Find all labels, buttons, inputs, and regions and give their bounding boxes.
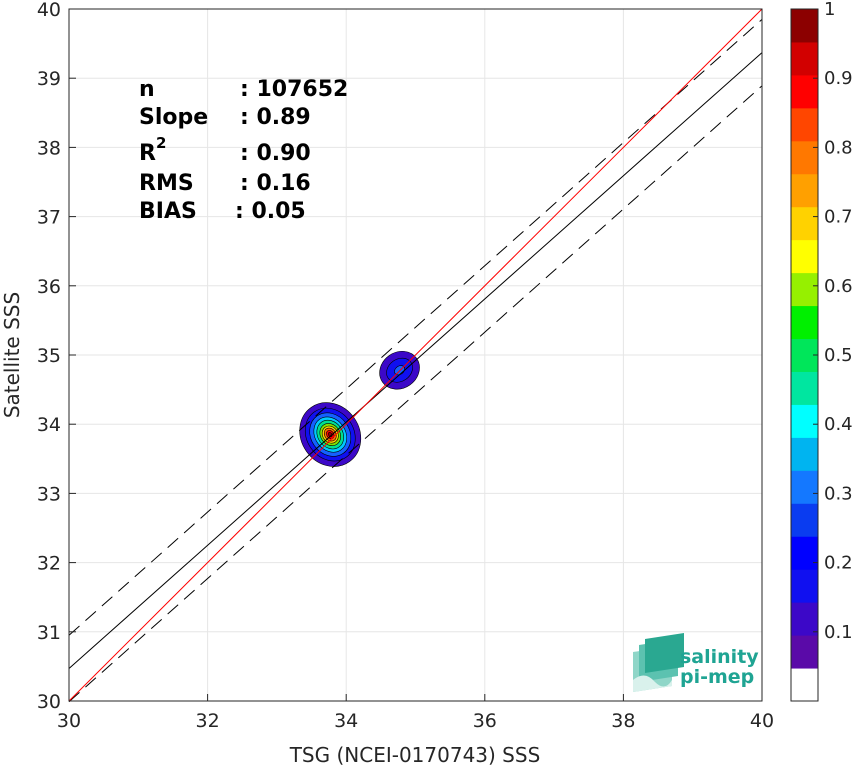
colorbar-tick-label: 0.1 xyxy=(824,622,853,643)
logo-waves-icon xyxy=(633,633,684,692)
stat-rms-value: : 0.16 xyxy=(240,171,311,196)
colorbar-segment xyxy=(791,437,818,471)
colorbar-tick-label: 0.3 xyxy=(824,483,853,504)
y-tick-label: 33 xyxy=(37,483,61,505)
colorbar-tick-label: 0.9 xyxy=(824,68,853,89)
colorbar-segment xyxy=(791,74,818,109)
colorbar-ticks: 0.1 0.2 0.3 0.4 0.5 0.6 0.7 0.8 0.9 1 xyxy=(813,0,853,643)
colorbar-tick-label: 1 xyxy=(824,0,835,20)
stat-slope-value: : 0.89 xyxy=(240,105,311,130)
colorbar-segment xyxy=(791,470,818,504)
colorbar-segment xyxy=(791,239,818,274)
y-tick-label: 36 xyxy=(37,276,61,298)
colorbar-segment xyxy=(791,305,818,340)
x-tick-label: 34 xyxy=(334,710,358,732)
x-tick-label: 36 xyxy=(473,710,497,732)
colorbar-segment xyxy=(791,635,818,669)
fit-lower-dashed-line xyxy=(68,85,763,703)
stat-n-label: n xyxy=(139,77,155,102)
y-tick-label: 31 xyxy=(37,622,61,644)
colorbar-tick-label: 0.6 xyxy=(824,276,853,297)
colorbar-tick-label: 0.5 xyxy=(824,345,853,366)
fit-upper-dashed-line xyxy=(68,19,763,636)
colorbar-segment xyxy=(791,173,818,208)
stat-rms-label: RMS xyxy=(139,171,194,196)
y-tick-label: 39 xyxy=(37,68,61,90)
colorbar-segment xyxy=(791,41,818,76)
colorbar xyxy=(791,9,818,702)
density-contours xyxy=(299,350,420,467)
x-tick-label: 38 xyxy=(611,710,635,732)
y-tick-label: 30 xyxy=(37,691,61,713)
y-tick-label: 32 xyxy=(37,553,61,575)
colorbar-segment xyxy=(791,9,818,43)
stat-r2-value: : 0.90 xyxy=(240,141,311,166)
colorbar-segment xyxy=(791,140,818,175)
colorbar-segment xyxy=(791,602,818,636)
x-tick-label: 32 xyxy=(196,710,220,732)
colorbar-tick-label: 0.8 xyxy=(824,137,853,158)
y-tick-label: 40 xyxy=(37,0,61,21)
colorbar-segment xyxy=(791,272,818,307)
stat-slope-label: Slope xyxy=(139,105,208,130)
x-axis-ticks: 30 32 34 36 38 40 xyxy=(57,694,774,732)
colorbar-segment xyxy=(791,371,818,405)
logo: salinity pi-mep xyxy=(633,633,759,692)
stat-r2-label: R xyxy=(139,141,156,166)
y-tick-label: 35 xyxy=(37,345,61,367)
stat-r2-sup: 2 xyxy=(156,134,166,152)
colorbar-segment xyxy=(791,536,818,570)
colorbar-segment xyxy=(791,503,818,537)
x-axis-label: TSG (NCEI-0170743) SSS xyxy=(289,743,541,767)
x-tick-label: 30 xyxy=(57,710,81,732)
stat-bias-value: : 0.05 xyxy=(235,199,306,224)
logo-line2: pi-mep xyxy=(680,666,754,688)
y-axis-label: Satellite SSS xyxy=(0,292,24,418)
x-tick-label: 40 xyxy=(750,710,774,732)
identity-line xyxy=(68,8,763,702)
colorbar-segment xyxy=(791,569,818,603)
colorbar-segment xyxy=(791,668,818,702)
stats-annotation: n : 107652 Slope : 0.89 R 2 : 0.90 RMS :… xyxy=(139,77,348,224)
y-tick-label: 38 xyxy=(37,137,61,159)
stat-bias-label: BIAS xyxy=(139,199,197,224)
colorbar-segment xyxy=(791,404,818,438)
y-axis-ticks: 30 31 32 33 34 35 36 37 38 39 40 xyxy=(37,0,76,713)
colorbar-tick-label: 0.4 xyxy=(824,414,853,435)
colorbar-tick-label: 0.7 xyxy=(824,207,853,228)
colorbar-segment xyxy=(791,206,818,241)
colorbar-tick-label: 0.2 xyxy=(824,553,853,574)
stat-n-value: : 107652 xyxy=(240,77,348,102)
y-tick-label: 37 xyxy=(37,207,61,229)
y-tick-label: 34 xyxy=(37,414,61,436)
colorbar-segment xyxy=(791,107,818,142)
logo-line1: salinity xyxy=(680,646,759,668)
regression-lines xyxy=(68,8,763,703)
fit-line xyxy=(68,52,763,669)
